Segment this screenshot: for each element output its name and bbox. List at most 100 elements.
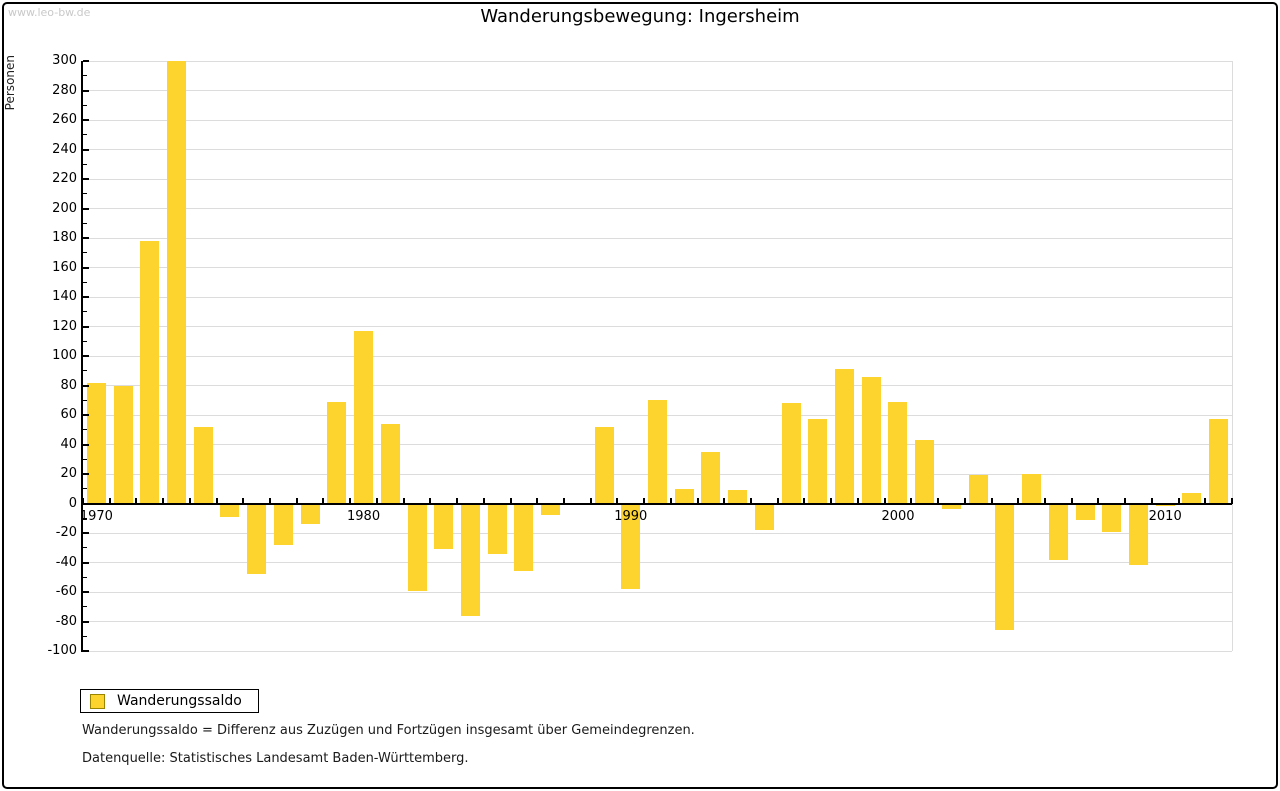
x-axis-tick: [509, 497, 512, 504]
bar: [1128, 503, 1148, 566]
x-axis-line: [83, 502, 1232, 505]
x-axis-tick: [456, 497, 459, 504]
x-axis-tick: [1097, 497, 1100, 504]
bar: [835, 369, 855, 504]
bar: [193, 426, 213, 504]
x-axis-tick: [188, 497, 191, 504]
y-axis-minor-tick: [83, 635, 87, 637]
x-axis-tick: [963, 497, 966, 504]
bar: [487, 503, 507, 554]
x-axis-tick: [750, 497, 753, 504]
x-axis-tick: [1070, 497, 1073, 504]
y-axis-major-tick: [83, 119, 89, 121]
x-axis-tick: [990, 497, 993, 504]
y-axis-major-tick: [83, 325, 89, 328]
bar: [327, 401, 347, 504]
x-axis-tick: [937, 497, 940, 504]
x-axis-tick: [1124, 497, 1127, 504]
y-axis-tick-label: 300: [52, 53, 77, 68]
x-axis-tick: [856, 497, 859, 504]
x-axis-tick: [910, 497, 913, 504]
bar: [86, 382, 106, 504]
gridline: [83, 562, 1232, 563]
bar: [541, 503, 561, 516]
bar: [915, 440, 935, 504]
bar: [247, 503, 267, 575]
y-axis-tick-label: 240: [52, 141, 77, 157]
x-axis-tick: [269, 497, 272, 504]
bar: [380, 423, 400, 504]
x-axis-tick: [643, 497, 646, 504]
x-axis-tick: [1017, 497, 1020, 504]
bar: [1155, 503, 1175, 507]
y-axis-tick-label: 60: [60, 407, 77, 422]
bar: [434, 503, 454, 550]
gridline: [83, 650, 1232, 652]
y-axis-major-tick: [83, 443, 89, 446]
bar: [995, 503, 1015, 631]
y-axis-major-tick: [83, 148, 89, 151]
bar: [861, 376, 881, 504]
x-axis-tick: [1043, 497, 1046, 504]
bar: [354, 330, 374, 504]
x-axis-tick: [1150, 497, 1153, 504]
y-axis-minor-tick: [83, 252, 87, 254]
y-axis-minor-tick: [83, 517, 87, 519]
x-axis-tick: [322, 497, 325, 504]
gridline: [83, 208, 1232, 209]
bar: [1102, 503, 1122, 532]
bar: [273, 503, 293, 545]
x-axis-tick: [589, 497, 592, 504]
bar: [1075, 503, 1095, 520]
y-axis-major-tick: [83, 178, 89, 180]
y-axis-minor-tick: [83, 458, 87, 460]
y-axis-tick-label: 140: [52, 289, 77, 304]
y-axis-tick-label: -40: [55, 554, 77, 570]
bar: [594, 426, 614, 504]
y-axis-minor-tick: [83, 488, 87, 490]
x-axis-tick-label: 1980: [347, 508, 381, 524]
bar: [407, 503, 427, 591]
y-axis-tick-label: -60: [55, 584, 77, 599]
x-axis-tick: [669, 497, 672, 504]
bar: [728, 490, 748, 504]
x-axis-tick-label: 1990: [614, 508, 648, 524]
x-axis-tick: [108, 497, 111, 504]
y-axis-tick-label: 160: [52, 259, 77, 275]
y-axis-tick-label: 280: [52, 82, 77, 98]
y-axis-tick-label: 180: [52, 230, 77, 245]
y-axis-title: Personen: [3, 55, 17, 111]
x-axis-tick: [349, 497, 352, 504]
y-axis-minor-tick: [83, 163, 87, 165]
footnote-definition: Wanderungssaldo = Differenz aus Zuzügen …: [82, 723, 695, 738]
y-axis-tick-label: -20: [55, 525, 77, 540]
x-axis-tick: [1231, 497, 1233, 504]
gridline: [83, 621, 1232, 622]
y-axis-minor-tick: [83, 576, 87, 578]
x-axis-tick: [215, 497, 218, 504]
y-axis-major-tick: [83, 561, 89, 564]
x-axis-tick: [162, 497, 165, 504]
bar: [514, 503, 534, 572]
x-axis-tick: [536, 497, 539, 504]
x-axis-tick: [375, 497, 378, 504]
y-axis-minor-tick: [83, 193, 87, 195]
y-axis-minor-tick: [83, 75, 87, 77]
bar: [754, 503, 774, 531]
x-axis-tick: [242, 497, 245, 504]
bar: [808, 419, 828, 504]
bar: [300, 503, 320, 525]
y-axis-minor-tick: [83, 429, 87, 431]
gridline: [83, 267, 1232, 268]
bar: [888, 401, 908, 504]
gridline: [83, 237, 1232, 239]
bar: [701, 451, 721, 504]
plot-right-edge: [1232, 61, 1233, 651]
gridline: [83, 385, 1232, 386]
y-axis-major-tick: [83, 89, 89, 92]
x-axis-tick: [616, 497, 619, 504]
bar: [648, 400, 667, 504]
y-axis-minor-tick: [83, 134, 87, 136]
bar: [140, 240, 160, 504]
y-axis-major-tick: [83, 591, 89, 593]
